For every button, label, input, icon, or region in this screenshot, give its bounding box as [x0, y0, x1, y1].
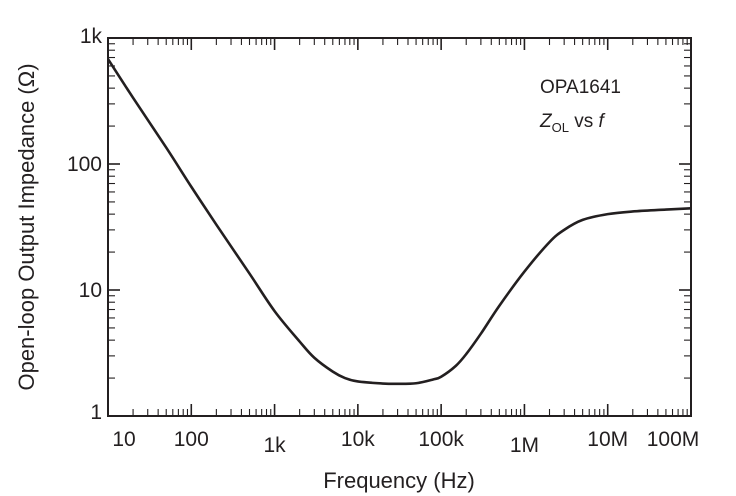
x-tick-label: 100k	[418, 428, 464, 451]
x-tick-labels: 10 100 1k 10k 100k 1M 10M 100M	[112, 428, 699, 457]
x-tick-label: 10k	[341, 428, 375, 451]
x-tick-label: 100M	[647, 428, 700, 451]
y-tick-label: 100	[67, 153, 102, 176]
z-symbol: Z	[539, 111, 553, 132]
y-tick-label: 10	[79, 279, 102, 302]
x-tick-label: 10	[112, 428, 135, 451]
device-name-annotation: OPA1641	[540, 77, 621, 98]
x-tick-label: 10M	[587, 428, 628, 451]
plot-frame	[107, 37, 692, 417]
x-tick-label: 100	[174, 428, 209, 451]
plot-subject-annotation: ZOL vs f	[539, 111, 606, 135]
x-tick-label: 1M	[510, 434, 539, 457]
y-axis-title: Open-loop Output Impedance (Ω)	[14, 63, 39, 390]
y-tick-labels: 1 10 100 1k	[67, 25, 103, 424]
x-tick-label: 1k	[263, 434, 286, 457]
y-tick-label: 1	[90, 401, 102, 424]
f-symbol: f	[599, 111, 606, 132]
x-axis-title: Frequency (Hz)	[323, 468, 475, 493]
vs-text: vs	[569, 111, 599, 132]
axis-ticks	[108, 38, 691, 416]
impedance-curve	[106, 58, 692, 386]
y-tick-label: 1k	[80, 25, 103, 48]
ol-subscript: OL	[552, 120, 569, 135]
